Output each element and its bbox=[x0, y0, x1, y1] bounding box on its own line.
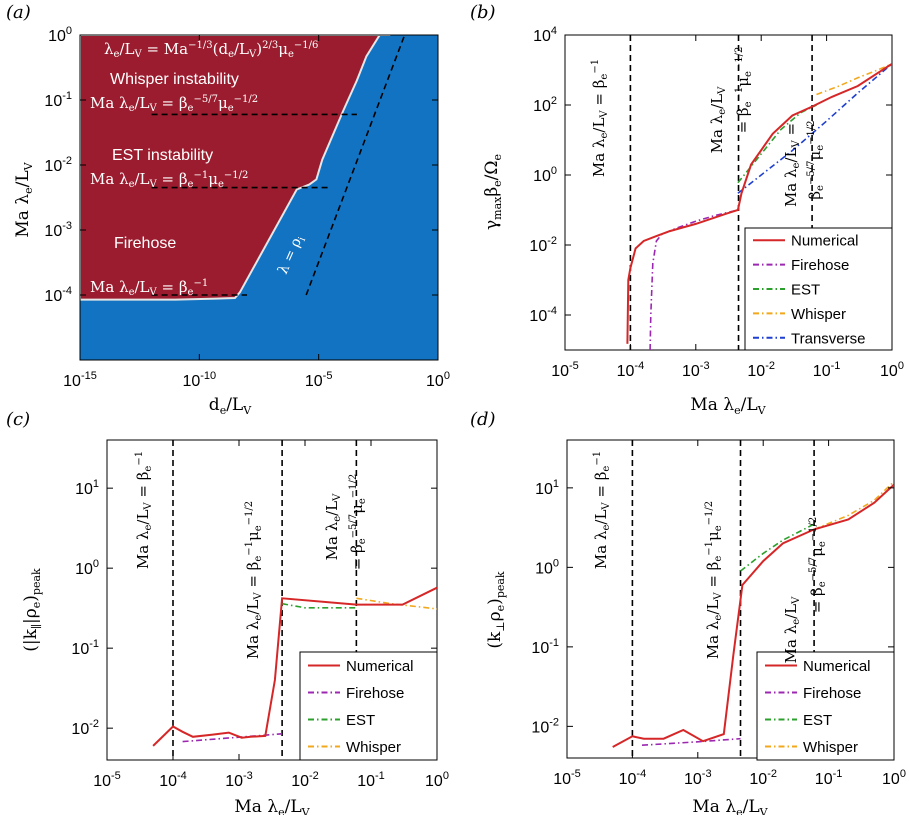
x-tick-label: 10-2 bbox=[747, 360, 775, 380]
y-tick-label: 10-1 bbox=[71, 638, 99, 658]
x-tick-label: 10-15 bbox=[63, 370, 97, 390]
y-tick-label: 101 bbox=[535, 478, 559, 498]
y-tick-label: 100 bbox=[533, 165, 557, 185]
y-axis-label-c: (|k∥|ρe)peak bbox=[21, 568, 43, 652]
legend-c: Numerical Firehose EST Whisper bbox=[299, 651, 438, 761]
threshold-line-diagonal bbox=[305, 35, 406, 296]
threshold-label-firehose: Ma λe/LV = βe−1 bbox=[90, 278, 208, 298]
panel-b: 10-5 10-4 10-3 10-2 10-1 100 10-4 10-2 100 102 104… bbox=[482, 25, 904, 417]
y-tick-label: 10-4 bbox=[529, 305, 557, 325]
y-tick-label: 10-1 bbox=[531, 637, 559, 657]
legend-label-transverse: Transverse bbox=[791, 330, 865, 347]
legend-d: Numerical Firehose EST Whisper bbox=[756, 651, 895, 761]
x-tick-label: 100 bbox=[880, 360, 904, 380]
panel-label-b: (b) bbox=[470, 2, 496, 23]
x-tick-label: 10-10 bbox=[182, 370, 216, 390]
vline-label-d-1: Ma λe/LV = βe−1 bbox=[592, 451, 612, 569]
series-numerical bbox=[612, 483, 894, 748]
legend-box bbox=[299, 651, 438, 761]
legend-label-firehose: Firehose bbox=[346, 685, 404, 702]
y-axis-label-d: (k⊥ρe)peak bbox=[485, 571, 507, 649]
x-tick-label: 10-5 bbox=[551, 360, 579, 380]
x-tick-label: 10-3 bbox=[225, 770, 253, 790]
region-label-est: EST instability bbox=[112, 147, 213, 164]
x-tick-label: 100 bbox=[426, 370, 450, 390]
y-axis-label-a: Ma λe/LV bbox=[13, 161, 35, 237]
x-tick-label: 10-5 bbox=[553, 768, 581, 788]
panel-c: 10-5 10-4 10-3 10-2 10-1 100 10-2 10-1 100 101 Nu… bbox=[21, 439, 449, 815]
legend-box bbox=[756, 651, 895, 761]
y-tick-label: 10-2 bbox=[71, 718, 99, 738]
panel-label-a: (a) bbox=[6, 2, 31, 23]
plot-frame-a bbox=[79, 34, 439, 361]
y-tick-label: 100 bbox=[48, 25, 72, 45]
series-transverse bbox=[737, 63, 892, 194]
x-axis-label-b: Ma λe/LV bbox=[690, 395, 766, 417]
y-axis-label-b: γmaxβe/Ωe bbox=[482, 154, 504, 230]
series-est bbox=[740, 523, 815, 572]
series-whisper bbox=[816, 63, 892, 96]
y-tick-label: 10-2 bbox=[529, 235, 557, 255]
legend-label-firehose: Firehose bbox=[791, 257, 849, 274]
panel-label-c: (c) bbox=[6, 409, 30, 430]
x-tick-label: 10-4 bbox=[619, 768, 647, 788]
panel-label-d: (d) bbox=[470, 409, 496, 430]
region-label-firehose: Firehose bbox=[114, 235, 176, 252]
legend-label-est: EST bbox=[791, 282, 820, 299]
x-tick-label: 100 bbox=[425, 770, 449, 790]
x-tick-label: 10-1 bbox=[357, 770, 385, 790]
x-axis-label-d: Ma λe/LV bbox=[692, 797, 768, 815]
threshold-label-whisper: Ma λe/LV = βe−5/7μe−1/2 bbox=[90, 94, 258, 114]
x-tick-label: 10-3 bbox=[682, 360, 710, 380]
y-tick-label: 101 bbox=[75, 478, 99, 498]
y-tick-label: 102 bbox=[533, 95, 557, 115]
series-whisper bbox=[813, 481, 894, 531]
y-tick-label: 10-3 bbox=[44, 220, 72, 240]
y-tick-label: 100 bbox=[535, 557, 559, 577]
legend-label-numerical: Numerical bbox=[346, 658, 414, 675]
vline-label-b-2a: Ma λe/LV bbox=[708, 86, 728, 154]
legend-label-numerical: Numerical bbox=[791, 233, 859, 250]
vline-label-c-1: Ma λe/LV = βe−1 bbox=[134, 451, 154, 569]
x-tick-label: 10-3 bbox=[684, 768, 712, 788]
vline-label-b-1: Ma λe/LV = βe−1 bbox=[590, 59, 610, 177]
x-tick-label: 10-5 bbox=[93, 770, 121, 790]
y-tick-label: 10-4 bbox=[44, 285, 72, 305]
x-axis-label-a: de/LV bbox=[209, 395, 252, 417]
x-axis-label-c: Ma λe/LV bbox=[234, 797, 310, 815]
y-tick-label: 10-2 bbox=[531, 716, 559, 736]
legend-label-whisper: Whisper bbox=[803, 739, 858, 756]
y-tick-label: 100 bbox=[75, 558, 99, 578]
x-tick-label: 100 bbox=[882, 768, 906, 788]
vline-label-c-3a: Ma λe/LV bbox=[323, 493, 343, 561]
legend-label-whisper: Whisper bbox=[346, 739, 401, 756]
series-est bbox=[281, 602, 357, 609]
x-tick-label: 10-2 bbox=[749, 768, 777, 788]
series-numerical bbox=[626, 62, 892, 344]
x-tick-label: 10-1 bbox=[813, 360, 841, 380]
vline-label-c-2: Ma λe/LV = βe−1μe−1/2 bbox=[244, 501, 264, 659]
region-label-whisper: Whisper instability bbox=[110, 71, 239, 88]
x-tick-label: 10-5 bbox=[305, 370, 333, 390]
legend-b: Numerical Firehose EST Whisper Transverse bbox=[744, 227, 893, 351]
panel-d: 10-5 10-4 10-3 10-2 10-1 100 10-2 10-1 100 101 Nu… bbox=[485, 439, 906, 815]
series-numerical bbox=[152, 586, 437, 747]
legend-label-firehose: Firehose bbox=[803, 685, 861, 702]
unstable-region bbox=[80, 35, 391, 301]
x-tick-label: 10-4 bbox=[617, 360, 645, 380]
y-tick-label: 10-2 bbox=[44, 155, 72, 175]
legend-label-est: EST bbox=[346, 712, 375, 729]
y-tick-label: 10-1 bbox=[44, 90, 72, 110]
legend-label-est: EST bbox=[803, 712, 832, 729]
x-tick-label: 10-4 bbox=[159, 770, 187, 790]
x-tick-label: 10-1 bbox=[815, 768, 843, 788]
x-tick-label: 10-2 bbox=[291, 770, 319, 790]
legend-label-whisper: Whisper bbox=[791, 306, 846, 323]
vline-label-d-3a: Ma λe/LV bbox=[782, 596, 802, 664]
legend-label-numerical: Numerical bbox=[803, 658, 871, 675]
y-tick-label: 104 bbox=[533, 25, 557, 45]
series-firehose bbox=[641, 737, 741, 746]
